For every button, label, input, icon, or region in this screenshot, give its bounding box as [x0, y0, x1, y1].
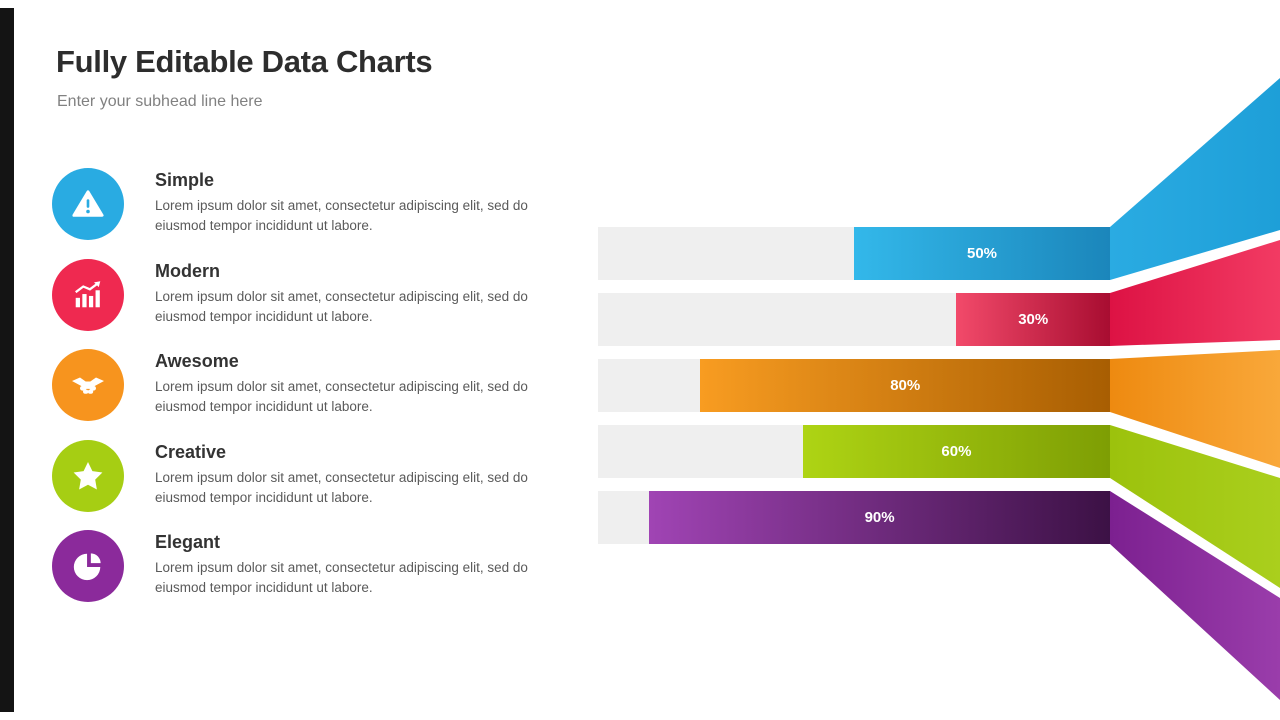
feature-item: Modern Lorem ipsum dolor sit amet, conse…: [52, 259, 557, 345]
bar-fill-creative: 60%: [802, 425, 1110, 478]
left-accent-strip: [0, 8, 14, 712]
bar-fill-simple: 50%: [854, 227, 1110, 280]
page-subtitle: Enter your subhead line here: [57, 93, 263, 110]
bar-value-label: 50%: [966, 245, 998, 262]
feature-body: Lorem ipsum dolor sit amet, consectetur …: [155, 198, 528, 233]
feature-item: Creative Lorem ipsum dolor sit amet, con…: [52, 440, 557, 526]
handshake-icon: [52, 349, 124, 421]
feature-body: Lorem ipsum dolor sit amet, consectetur …: [155, 379, 528, 414]
ribbon-blue: [1110, 78, 1280, 280]
bar-value-label: 80%: [890, 377, 921, 394]
bar-value-label: 60%: [941, 443, 972, 460]
feature-body: Lorem ipsum dolor sit amet, consectetur …: [155, 560, 528, 595]
ribbon-orange: [1110, 350, 1280, 468]
bar-fill-modern: 30%: [956, 293, 1110, 346]
feature-heading: Simple: [155, 170, 215, 190]
ribbon-green: [1110, 425, 1280, 588]
bar-track: 90%: [598, 491, 1110, 544]
growth-chart-icon: [52, 259, 124, 331]
feature-heading: Modern: [155, 261, 220, 281]
feature-item: Awesome Lorem ipsum dolor sit amet, cons…: [52, 349, 557, 435]
feature-body: Lorem ipsum dolor sit amet, consectetur …: [155, 289, 528, 324]
page-title: Fully Editable Data Charts: [56, 44, 433, 79]
bar-value-label: 90%: [864, 509, 895, 526]
star-icon: [52, 440, 124, 512]
bar-fill-awesome: 80%: [700, 359, 1110, 412]
warning-icon: [52, 168, 124, 240]
feature-heading: Awesome: [155, 351, 239, 371]
bar-track: 60%: [598, 425, 1110, 478]
ribbon-red: [1110, 240, 1280, 346]
feature-body: Lorem ipsum dolor sit amet, consectetur …: [155, 470, 528, 505]
bar-value-label: 30%: [1018, 311, 1049, 328]
pie-chart-icon: [52, 530, 124, 602]
feature-item: Simple Lorem ipsum dolor sit amet, conse…: [52, 168, 557, 254]
feature-heading: Elegant: [155, 532, 221, 552]
bar-track: 80%: [598, 359, 1110, 412]
feature-item: Elegant Lorem ipsum dolor sit amet, cons…: [52, 530, 557, 616]
bar-fill-elegant: 90%: [649, 491, 1110, 544]
ribbon-purple: [1110, 491, 1280, 700]
bar-track: 50%: [598, 227, 1110, 280]
feature-heading: Creative: [155, 442, 227, 462]
bar-track: 30%: [598, 293, 1110, 346]
